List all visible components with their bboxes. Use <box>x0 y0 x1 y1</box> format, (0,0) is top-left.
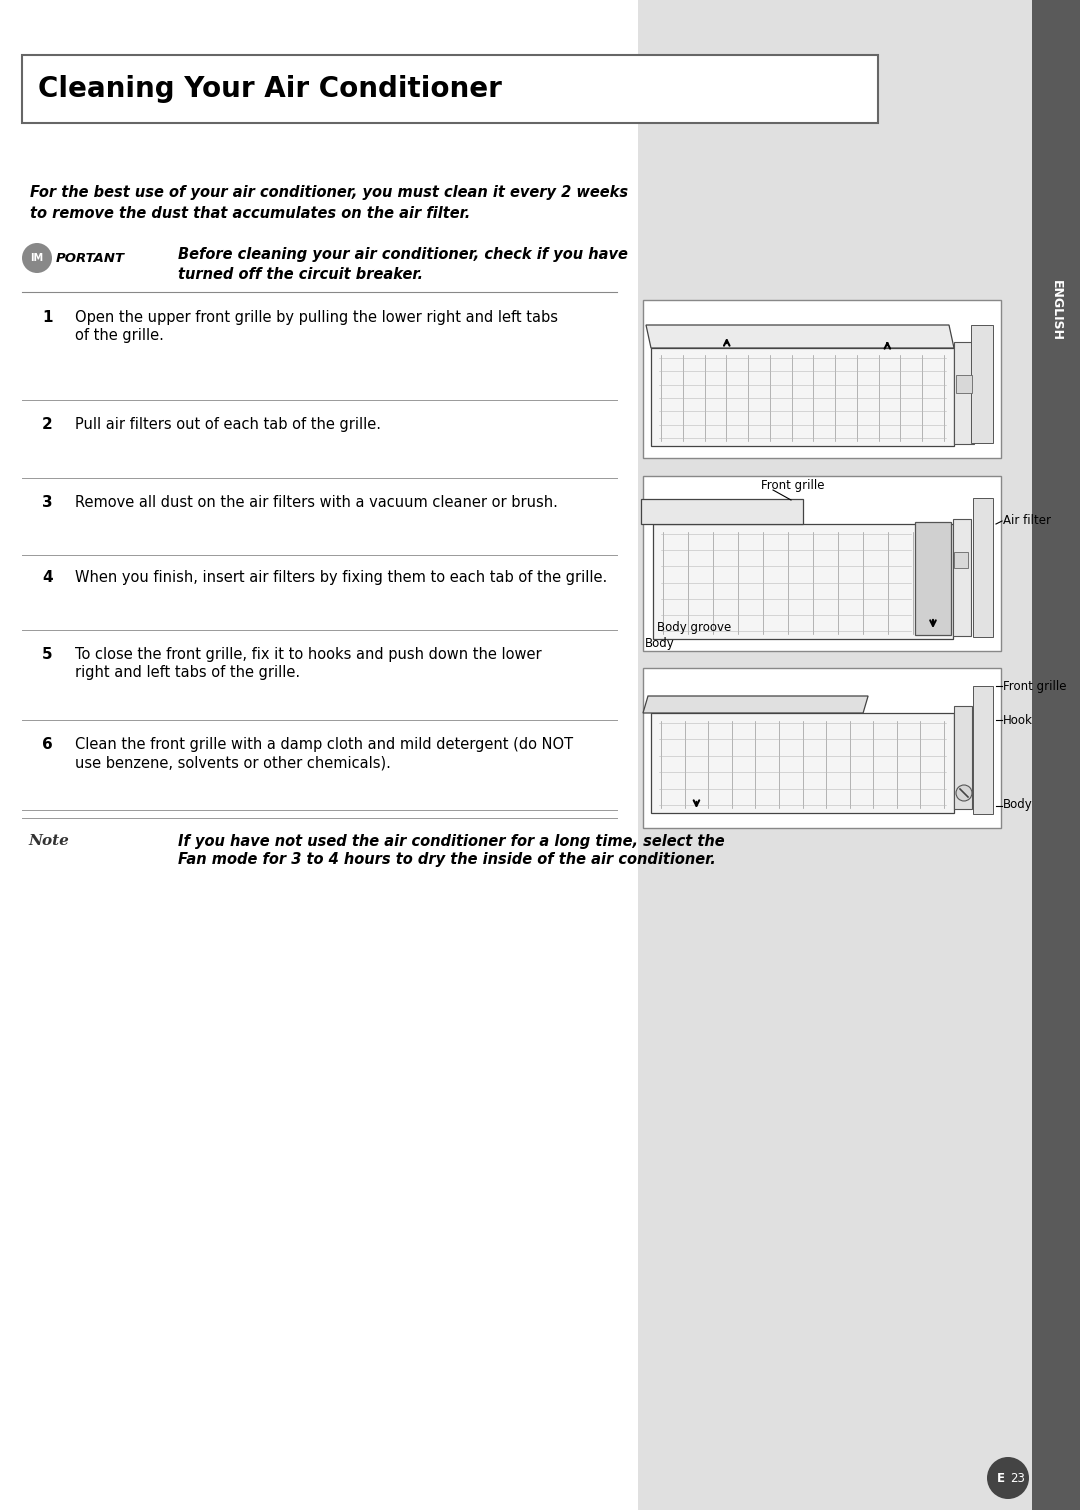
Text: 6: 6 <box>42 737 53 752</box>
Bar <box>0 0 638 1510</box>
Text: ENGLISH: ENGLISH <box>1050 279 1063 340</box>
Text: right and left tabs of the grille.: right and left tabs of the grille. <box>75 664 300 680</box>
Text: Cleaning Your Air Conditioner: Cleaning Your Air Conditioner <box>38 76 502 103</box>
Text: Remove all dust on the air filters with a vacuum cleaner or brush.: Remove all dust on the air filters with … <box>75 495 558 510</box>
Bar <box>953 519 971 636</box>
Polygon shape <box>642 498 804 524</box>
Text: 2: 2 <box>42 417 53 432</box>
Bar <box>954 341 974 444</box>
Bar <box>653 524 953 639</box>
Text: of the grille.: of the grille. <box>75 328 164 343</box>
Text: 4: 4 <box>42 569 53 584</box>
Bar <box>954 707 972 809</box>
Text: Body: Body <box>1003 797 1032 811</box>
Circle shape <box>22 243 52 273</box>
Bar <box>971 325 993 442</box>
Text: Clean the front grille with a damp cloth and mild detergent (do NOT: Clean the front grille with a damp cloth… <box>75 737 573 752</box>
Text: Hook: Hook <box>1003 714 1032 726</box>
Text: For the best use of your air conditioner, you must clean it every 2 weeks: For the best use of your air conditioner… <box>30 186 629 199</box>
Bar <box>954 553 968 568</box>
Bar <box>651 713 954 812</box>
Bar <box>651 347 954 445</box>
Text: 5: 5 <box>42 646 53 661</box>
Text: turned off the circuit breaker.: turned off the circuit breaker. <box>178 267 423 282</box>
Text: IM: IM <box>30 254 43 263</box>
Text: When you finish, insert air filters by fixing them to each tab of the grille.: When you finish, insert air filters by f… <box>75 569 607 584</box>
Bar <box>973 498 993 637</box>
Text: to remove the dust that accumulates on the air filter.: to remove the dust that accumulates on t… <box>30 205 470 220</box>
Text: Open the upper front grille by pulling the lower right and left tabs: Open the upper front grille by pulling t… <box>75 310 558 325</box>
Bar <box>1032 0 1080 1510</box>
Text: Note: Note <box>28 834 69 849</box>
Bar <box>956 374 972 393</box>
Bar <box>643 300 1001 458</box>
Text: 3: 3 <box>42 495 53 510</box>
Text: To close the front grille, fix it to hooks and push down the lower: To close the front grille, fix it to hoo… <box>75 646 542 661</box>
Text: PORTANT: PORTANT <box>56 252 125 264</box>
Text: Body groove: Body groove <box>657 621 731 634</box>
Bar <box>643 476 1001 651</box>
Polygon shape <box>646 325 954 347</box>
Bar <box>915 522 951 636</box>
Text: Pull air filters out of each tab of the grille.: Pull air filters out of each tab of the … <box>75 417 381 432</box>
Text: Front grille: Front grille <box>761 479 824 492</box>
Text: Body: Body <box>645 637 675 649</box>
Text: If you have not used the air conditioner for a long time, select the: If you have not used the air conditioner… <box>178 834 725 849</box>
Bar <box>22 54 878 122</box>
Text: use benzene, solvents or other chemicals).: use benzene, solvents or other chemicals… <box>75 755 391 770</box>
Bar <box>973 686 993 814</box>
Text: E: E <box>997 1472 1005 1484</box>
Text: Fan mode for 3 to 4 hours to dry the inside of the air conditioner.: Fan mode for 3 to 4 hours to dry the ins… <box>178 852 716 867</box>
Text: Before cleaning your air conditioner, check if you have: Before cleaning your air conditioner, ch… <box>178 248 627 263</box>
Text: Front grille: Front grille <box>1003 680 1067 693</box>
Circle shape <box>956 785 972 800</box>
Text: 1: 1 <box>42 310 53 325</box>
Polygon shape <box>643 696 868 713</box>
Bar <box>643 667 1001 827</box>
Circle shape <box>987 1457 1029 1499</box>
Text: Air filter: Air filter <box>1003 513 1051 527</box>
Bar <box>638 0 1032 1510</box>
Text: 23: 23 <box>1010 1472 1025 1484</box>
